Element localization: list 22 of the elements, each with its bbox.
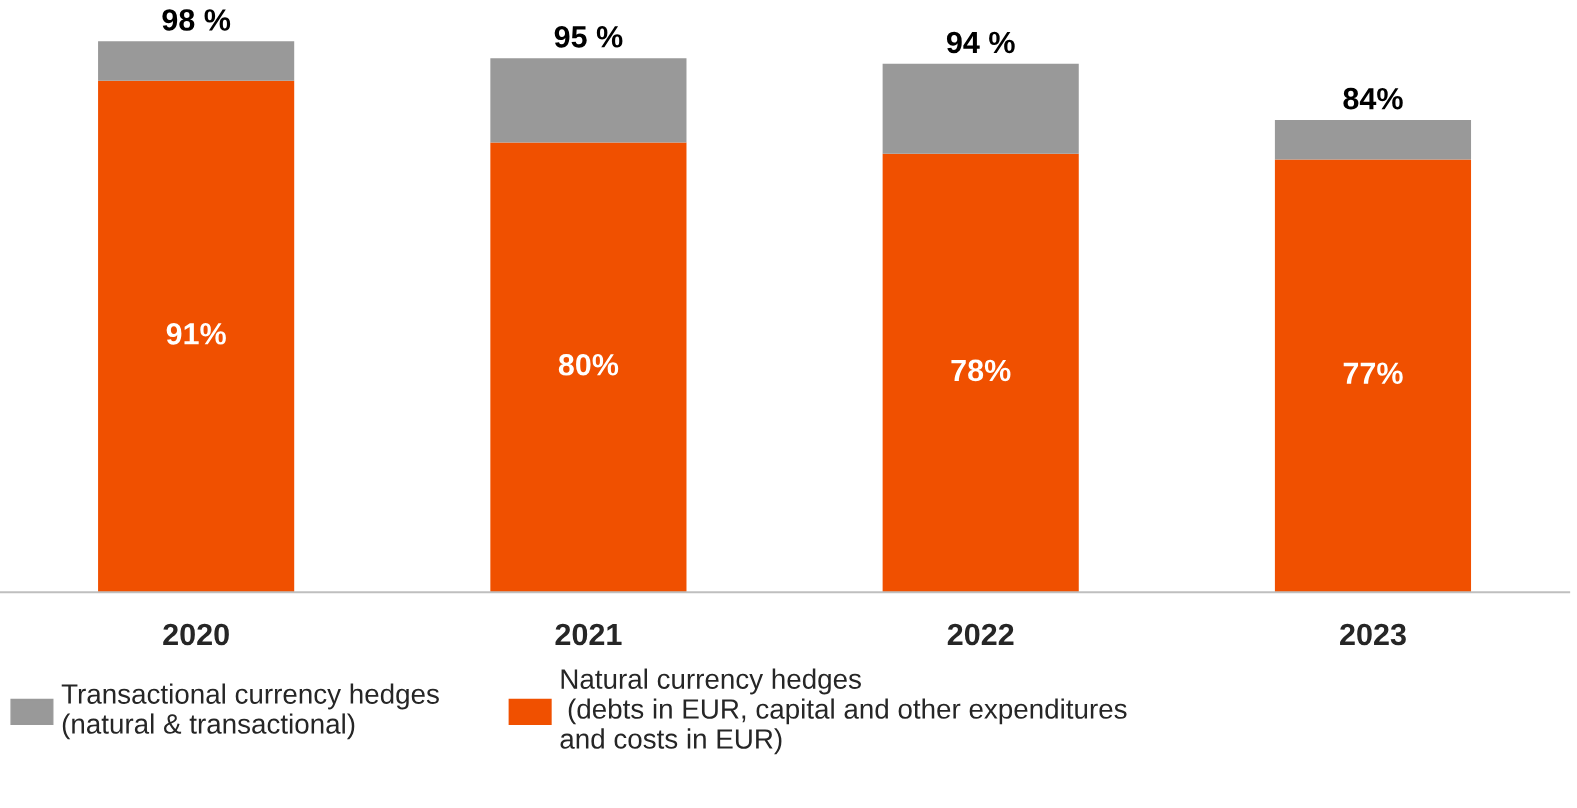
total-label: 95 % bbox=[554, 26, 623, 48]
x-tick-label: 2020 bbox=[163, 623, 229, 646]
data-label: 80% bbox=[558, 353, 619, 376]
data-label: 78% bbox=[951, 359, 1011, 382]
x-tick-label: 2023 bbox=[1340, 623, 1406, 646]
x-tick-label: 2021 bbox=[555, 623, 622, 646]
bar bbox=[490, 142, 687, 593]
data-label: 91% bbox=[166, 323, 226, 345]
bar bbox=[98, 41, 295, 81]
bar bbox=[98, 80, 295, 593]
bar bbox=[490, 58, 687, 143]
bar bbox=[882, 153, 1079, 593]
bar bbox=[1274, 120, 1472, 160]
total-label: 84% bbox=[1343, 87, 1403, 110]
legend-label: Natural currency hedges (debts in EUR, capital and other expenditures and costs in EUR) bbox=[560, 668, 1127, 755]
bar bbox=[1274, 159, 1472, 593]
total-label: 94 % bbox=[946, 31, 1015, 54]
x-tick-label: 2022 bbox=[947, 623, 1014, 646]
total-label: 98 % bbox=[162, 9, 231, 31]
bar bbox=[882, 63, 1079, 154]
data-label: 77% bbox=[1343, 362, 1403, 384]
legend-label: Transactional currency hedges (natural & transactional) bbox=[61, 683, 439, 740]
